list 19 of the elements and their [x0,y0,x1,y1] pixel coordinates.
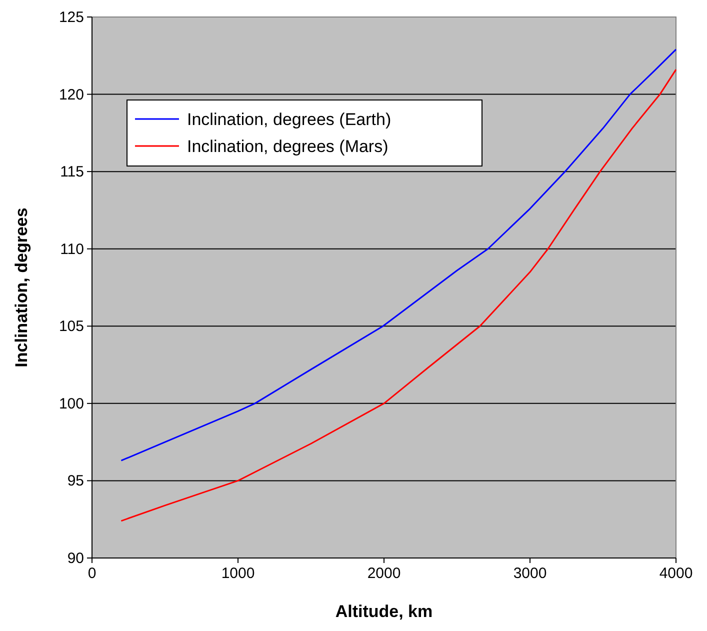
y-tick-label: 105 [58,318,84,336]
x-tick-label: 1000 [221,565,255,582]
y-tick-label: 125 [58,9,84,26]
y-tick-label: 110 [60,240,84,258]
y-axis-title: Inclination, degrees [12,208,31,368]
line-series [120,68,677,522]
x-tick-label: 3000 [513,565,547,582]
y-tick-label: 120 [58,86,84,104]
y-tick-label: 100 [58,395,84,412]
legend-label: Inclination, degrees (Earth) [187,110,392,129]
line-series [120,48,677,462]
legend-label: Inclination, degrees (Mars) [187,137,388,156]
y-tick-label: 90 [67,550,84,567]
y-tick-label: 95 [67,472,84,490]
x-axis-title: Altitude, km [335,602,433,621]
x-tick-label: 0 [88,565,96,582]
x-tick-label: 4000 [659,565,693,582]
y-tick-label: 115 [60,164,84,181]
x-tick-label: 2000 [367,565,401,582]
